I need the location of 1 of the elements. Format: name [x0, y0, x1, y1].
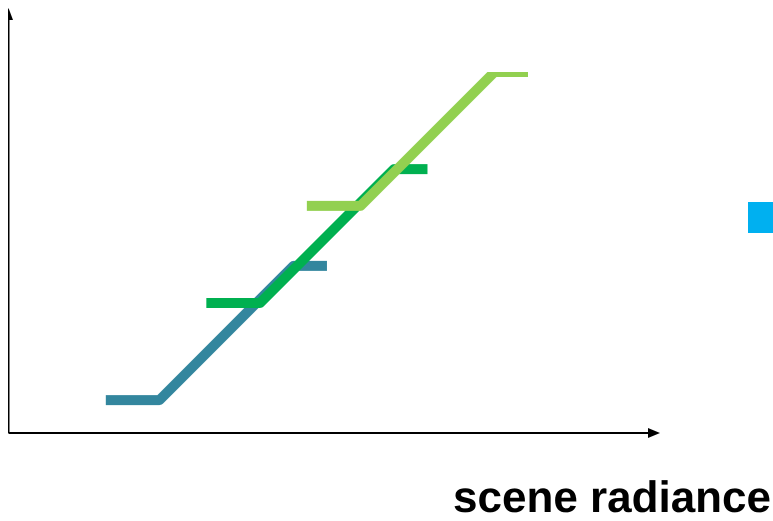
x-axis-title: scene radiance [453, 473, 771, 521]
